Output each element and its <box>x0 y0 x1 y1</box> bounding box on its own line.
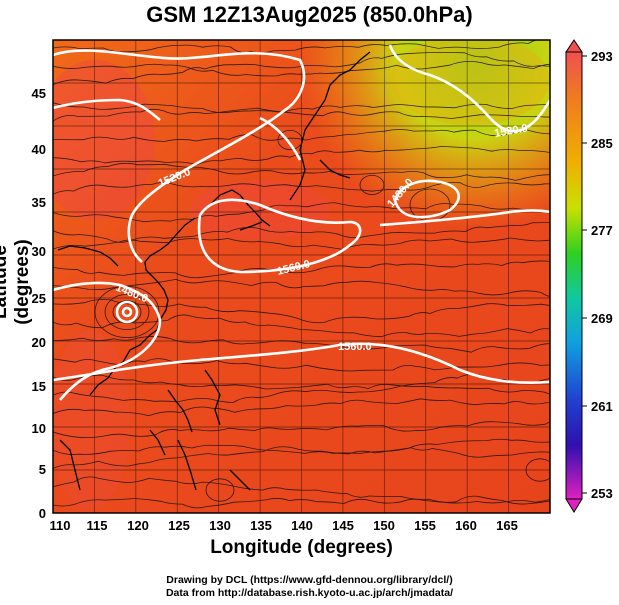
contour-1520 <box>53 342 550 384</box>
streamline <box>53 182 550 195</box>
streamline-vortex <box>359 174 385 195</box>
x-tick-label: 135 <box>250 518 272 533</box>
streamline <box>53 260 550 279</box>
x-tick-label: 110 <box>50 518 71 533</box>
map-title: GSM 12Z13Aug2025 (850.0hPa) <box>146 2 473 27</box>
streamline <box>53 336 550 353</box>
y-tick-label: 40 <box>32 142 46 157</box>
contour-1520 <box>388 44 550 133</box>
x-axis-label: Longitude (degrees) <box>210 537 393 558</box>
x-tick-label: 120 <box>127 518 149 533</box>
streamline <box>53 444 550 458</box>
warm-region-shading <box>53 330 130 510</box>
x-tick-label: 160 <box>455 518 477 533</box>
streamline <box>53 438 550 469</box>
x-tick-label: 150 <box>373 518 395 533</box>
streamline <box>53 129 550 142</box>
contour-1480-inner <box>115 300 139 324</box>
x-tick-label: 140 <box>291 518 313 533</box>
streamline <box>53 358 550 372</box>
warm-region-shading <box>53 60 155 220</box>
streamline <box>53 421 550 439</box>
streamline <box>53 374 550 395</box>
streamline-vortex <box>205 478 235 502</box>
y-tick-label: 45 <box>32 86 46 101</box>
streamline <box>53 202 550 223</box>
contour-1480 <box>393 179 460 219</box>
colorbar-label: 269 <box>591 311 613 326</box>
credits: Drawing by DCL (https://www.gfd-dennou.o… <box>0 574 619 600</box>
colorbar-gradient <box>565 51 583 500</box>
grid-lines <box>53 40 550 513</box>
y-tick-label: 30 <box>32 244 46 259</box>
x-tick-label: 130 <box>209 518 231 533</box>
streamline <box>53 162 550 181</box>
y-tick-label: 0 <box>39 506 46 521</box>
contour-label: 1520.0 <box>493 122 528 140</box>
map-figure: 1520.0 1560.0 1480.0 1560.0 1480.0 1520.… <box>32 39 613 533</box>
y-axis-ticks: 0 5 10 15 20 25 30 35 40 45 <box>32 86 46 521</box>
x-tick-label: 145 <box>332 518 354 533</box>
streamline <box>53 314 550 338</box>
contour-1560 <box>197 198 362 274</box>
x-tick-label: 125 <box>168 518 190 533</box>
y-tick-label: 25 <box>32 291 46 306</box>
colorbar-top-arrow <box>565 39 583 53</box>
streamline <box>53 498 550 509</box>
streamline-vortex <box>525 458 550 482</box>
plot-frame <box>52 39 551 514</box>
streamline-vortex <box>104 293 150 330</box>
y-tick-label: 35 <box>32 195 46 210</box>
contour-1520 <box>53 49 306 263</box>
contour-1520 <box>379 209 550 227</box>
contour-1520 <box>53 98 161 122</box>
x-tick-label: 115 <box>87 518 108 533</box>
colorbar-label: 253 <box>591 486 613 501</box>
x-tick-label: 165 <box>496 518 518 533</box>
credit-drawing: Drawing by DCL (https://www.gfd-dennou.o… <box>166 574 453 586</box>
credit-data: Data from http://database.rish.kyoto-u.a… <box>165 587 454 599</box>
colorbar-label: 261 <box>591 399 613 414</box>
y-tick-label: 20 <box>32 335 46 350</box>
y-tick-label: 5 <box>39 462 46 477</box>
streamline <box>53 476 550 505</box>
colorbar: 293 285 277 269 261 253 <box>565 39 613 513</box>
contour-1480-core <box>121 306 133 318</box>
streamline <box>53 107 550 122</box>
streamline <box>53 145 550 166</box>
colorbar-bottom-arrow <box>565 498 583 513</box>
colorbar-ticks <box>582 55 587 494</box>
streamline <box>53 51 550 85</box>
streamline <box>53 40 538 54</box>
contour-lines <box>53 44 550 401</box>
y-tick-label: 15 <box>32 379 46 394</box>
y-tick-label: 10 <box>32 421 46 436</box>
colorbar-label: 277 <box>591 223 613 238</box>
colorbar-label: 293 <box>591 49 613 64</box>
streamlines <box>53 40 550 509</box>
streamline <box>53 298 550 324</box>
mid-region-shading <box>390 40 550 125</box>
contour-1560 <box>259 116 302 161</box>
x-axis-ticks: 110 115 120 125 130 135 140 145 150 155 … <box>50 518 518 533</box>
x-tick-label: 155 <box>414 518 436 533</box>
streamline <box>53 102 550 114</box>
streamline <box>53 278 550 298</box>
colorbar-label: 285 <box>591 136 613 151</box>
streamline <box>53 237 550 250</box>
contour-label: 1560.0 <box>338 341 372 353</box>
map-plot-area: 1520.0 1560.0 1480.0 1560.0 1480.0 1520.… <box>53 40 550 513</box>
streamline <box>53 398 550 417</box>
streamline <box>53 60 550 77</box>
